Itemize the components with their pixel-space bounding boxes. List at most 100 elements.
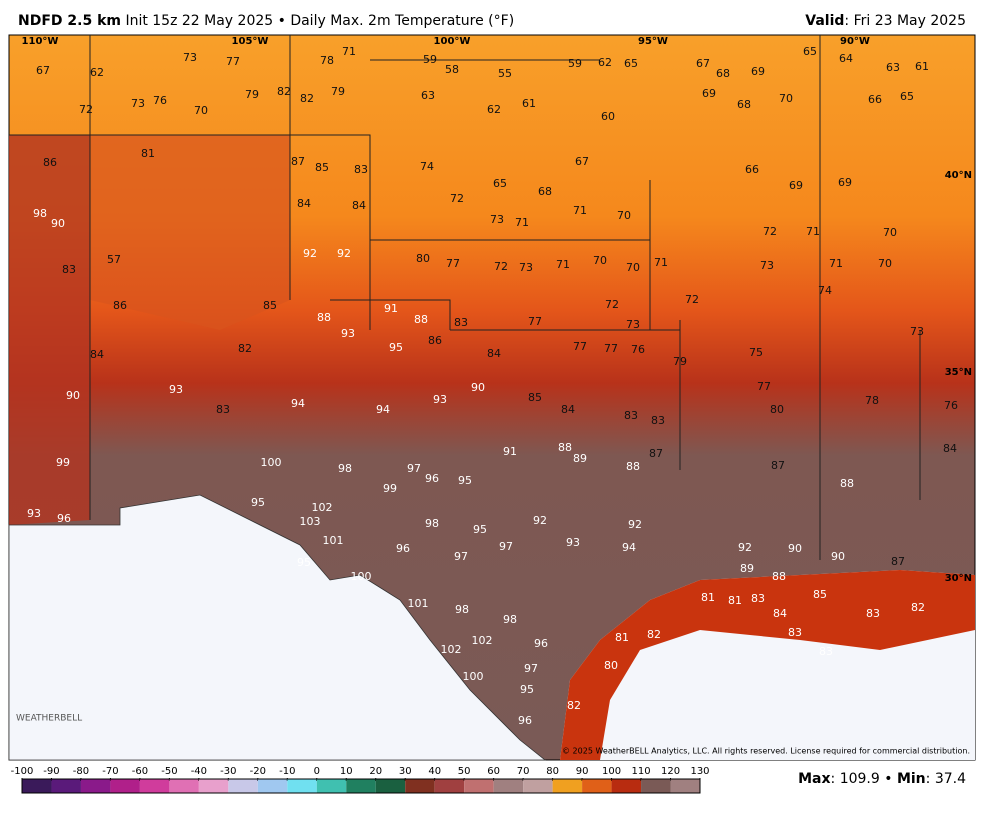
temperature-label: 72 xyxy=(450,192,464,205)
colorbar-tick-label: 120 xyxy=(661,766,680,777)
temperature-label: 67 xyxy=(696,57,710,70)
temperature-label: 93 xyxy=(433,393,447,406)
temperature-label: 92 xyxy=(738,541,752,554)
header: NDFD 2.5 km Init 15z 22 May 2025 • Daily… xyxy=(18,13,514,29)
temperature-label: 102 xyxy=(472,634,493,647)
longitude-label: 95°W xyxy=(638,36,668,47)
colorbar-tick-label: -50 xyxy=(161,766,177,777)
temperature-label: 64 xyxy=(839,52,853,65)
temperature-label: 84 xyxy=(773,607,787,620)
temperature-label: 97 xyxy=(524,662,538,675)
temperature-label: 83 xyxy=(454,316,468,329)
temperature-label: 82 xyxy=(277,85,291,98)
temperature-label: 97 xyxy=(499,540,513,553)
temperature-label: 93 xyxy=(566,536,580,549)
colorbar-tick-label: 0 xyxy=(314,766,320,777)
temperature-label: 69 xyxy=(838,176,852,189)
colorbar-segment xyxy=(375,779,406,793)
temperature-label: 95 xyxy=(520,683,534,696)
temperature-label: 94 xyxy=(376,403,390,416)
temperature-label: 73 xyxy=(490,213,504,226)
temperature-label: 70 xyxy=(878,257,892,270)
temperature-label: 82 xyxy=(238,342,252,355)
temperature-label: 68 xyxy=(716,67,730,80)
colorbar-segment xyxy=(198,779,229,793)
temperature-label: 79 xyxy=(673,355,687,368)
copyright: © 2025 WeatherBELL Analytics, LLC. All r… xyxy=(562,747,970,756)
colorbar-tick-label: -60 xyxy=(132,766,148,777)
temperature-label: 99 xyxy=(383,482,397,495)
temperature-label: 66 xyxy=(868,93,882,106)
temperature-label: 80 xyxy=(604,659,618,672)
colorbar-segment xyxy=(434,779,465,793)
temperature-label: 73 xyxy=(910,325,924,338)
temperature-label: 90 xyxy=(831,550,845,563)
temperature-label: 87 xyxy=(291,155,305,168)
temperature-label: 93 xyxy=(27,507,41,520)
state-borders xyxy=(9,35,921,560)
temperature-label: 59 xyxy=(423,53,437,66)
colorbar-tick-label: 30 xyxy=(399,766,412,777)
temperature-label: 72 xyxy=(605,298,619,311)
temperature-label: 78 xyxy=(865,394,879,407)
temperature-label: 96 xyxy=(425,472,439,485)
temperature-label: 99 xyxy=(56,456,70,469)
description: Init 15z 22 May 2025 • Daily Max. 2m Tem… xyxy=(125,13,514,29)
temperature-label: 86 xyxy=(43,156,57,169)
temperature-label: 95 xyxy=(473,523,487,536)
colorbar-tick-label: -40 xyxy=(191,766,207,777)
temperature-label: 80 xyxy=(416,252,430,265)
temperature-label: 83 xyxy=(866,607,880,620)
temperature-label: 73 xyxy=(626,318,640,331)
temperature-label: 72 xyxy=(79,103,93,116)
temperature-label: 71 xyxy=(806,225,820,238)
temperature-label: 62 xyxy=(90,66,104,79)
temperature-label: 83 xyxy=(751,592,765,605)
temperature-label: 97 xyxy=(407,462,421,475)
temperature-label: 69 xyxy=(789,179,803,192)
temperature-label: 86 xyxy=(428,334,442,347)
temperature-label: 98 xyxy=(425,517,439,530)
temperature-label: 73 xyxy=(760,259,774,272)
colorbar-segment xyxy=(405,779,435,793)
colorbar-tick-label: -20 xyxy=(250,766,266,777)
temperature-label: 63 xyxy=(421,89,435,102)
temperature-label: 76 xyxy=(153,94,167,107)
colorbar-tick-label: -30 xyxy=(220,766,236,777)
temperature-label: 65 xyxy=(624,57,638,70)
temperature-label: 88 xyxy=(558,441,572,454)
temperature-label: 72 xyxy=(763,225,777,238)
colorbar-segment xyxy=(257,779,288,793)
temperature-label: 98 xyxy=(503,613,517,626)
colorbar-segment xyxy=(316,779,347,793)
temperature-label: 71 xyxy=(515,216,529,229)
colorbar-tick-label: -10 xyxy=(279,766,295,777)
colorbar-tick-label: -80 xyxy=(73,766,89,777)
temperature-label: 103 xyxy=(300,515,321,528)
temperature-label: 70 xyxy=(883,226,897,239)
latitude-label: 35°N xyxy=(945,367,972,378)
valid-date: : Fri 23 May 2025 xyxy=(844,13,966,29)
temperature-label: 101 xyxy=(408,597,429,610)
temperature-label: 73 xyxy=(519,261,533,274)
temperature-label: 77 xyxy=(604,342,618,355)
temperature-label: 67 xyxy=(36,64,50,77)
temperature-label: 59 xyxy=(568,57,582,70)
valid: Valid: Fri 23 May 2025 xyxy=(805,13,966,29)
temperature-label: 68 xyxy=(538,185,552,198)
temperature-label: 70 xyxy=(194,104,208,117)
temperature-label: 70 xyxy=(626,261,640,274)
temperature-label: 88 xyxy=(414,313,428,326)
max-label: Max xyxy=(798,771,830,787)
temperature-label: 81 xyxy=(141,147,155,160)
temperature-label: 61 xyxy=(522,97,536,110)
longitude-label: 90°W xyxy=(840,36,870,47)
colorbar-tick-label: 70 xyxy=(517,766,530,777)
temperature-label: 57 xyxy=(107,253,121,266)
colorbar-segment xyxy=(346,779,376,793)
colorbar-frame xyxy=(21,778,701,794)
temperature-label: 62 xyxy=(487,103,501,116)
temperature-label: 100 xyxy=(261,456,282,469)
min-label: Min xyxy=(897,771,926,787)
temperature-label: 97 xyxy=(454,550,468,563)
